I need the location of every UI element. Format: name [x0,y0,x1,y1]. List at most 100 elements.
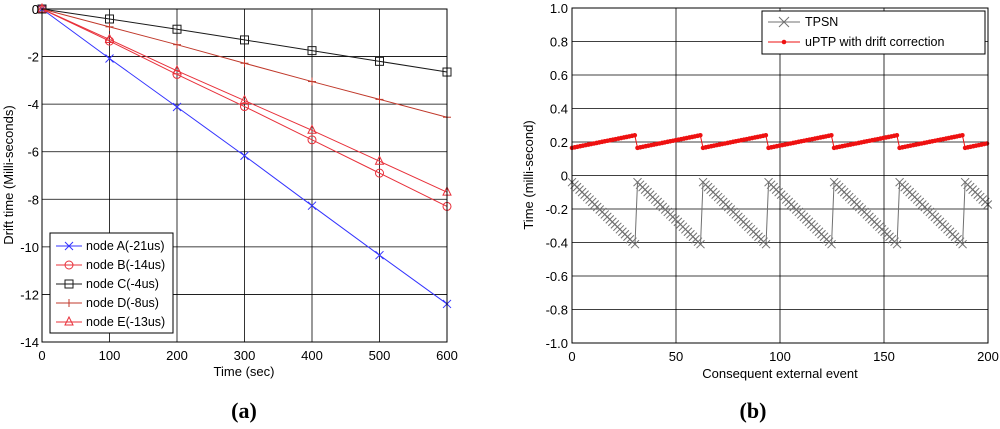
chart-a-ytick-label: -6 [27,145,39,160]
chart-a-series-line [41,8,448,73]
chart-b-series [567,133,993,249]
chart-a-ytick-label: -2 [27,50,39,65]
chart-a-series-line [41,8,448,193]
chart-a-data-point [104,33,115,43]
chart-b-data-point [827,239,836,249]
chart-b-data-point [960,133,965,138]
chart-a-tick-labels: 0 100 200 300 400 500 600 0 -2 -4 -6 -8 -10 -12 -14 [20,2,458,363]
chart-a-data-point [105,54,114,63]
chart-b-axes-box [571,7,989,344]
chart-b-legend: TPSN uPTP with drift correction [761,10,986,55]
chart-b-legend-label: TPSN [805,15,838,29]
chart-a-xtick-label: 200 [166,348,188,363]
chart-a-xtick-label: 100 [99,348,121,363]
chart-b: 0 50 100 150 200 1.0 0.8 0.6 0.4 0.2 0 -0.2 -0.4 -0.6… [521,1,999,423]
chart-a-data-point [375,250,384,260]
chart-a-data-point [105,22,114,31]
chart-b-data-point [761,239,771,249]
chart-b-xtick-label: 150 [873,349,895,364]
chart-a-legend-marker [64,260,74,270]
chart-b-ytick-label: 0.4 [550,102,568,117]
chart-b-ylabel: Time (milli-second) [521,120,536,229]
chart-a-legend-label: node D(-8us) [86,296,159,310]
chart-a-xtick-label: 600 [436,348,458,363]
chart-b-ytick-label: 0.8 [550,35,568,50]
chart-a-data-point [375,95,384,104]
chart-b-ytick-label: -0.6 [546,269,568,284]
chart-a-xlabel: Time (sec) [214,364,275,379]
chart-b-legend-marker [778,16,790,28]
chart-b-ytick-label: -0.8 [546,303,568,318]
chart-a-xtick-label: 0 [38,348,45,363]
chart-a-ytick-label: -8 [27,192,39,207]
chart-a-series-line [41,8,448,207]
chart-a-data-point [374,155,385,165]
chart-a-data-point [240,59,249,68]
chart-a-data-point [308,77,316,86]
chart-b-ytick-label: 1.0 [550,1,568,16]
chart-a-legend-label: node E(-13us) [86,315,165,329]
chart-b-xlabel: Consequent external event [702,366,858,381]
chart-b-xtick-label: 200 [977,349,999,364]
chart-b-ytick-label: -0.4 [546,236,568,251]
chart-a-data-point [173,40,181,49]
chart-a-data-point [172,102,182,112]
chart-a-xtick-label: 500 [369,348,391,363]
panel-label-b: (b) [740,398,767,423]
chart-b-data-point [894,133,900,138]
chart-a-data-point [375,56,384,66]
chart-b-data-point [984,141,990,146]
chart-b-xtick-label: 100 [769,349,791,364]
chart-a-data-point [239,94,250,105]
chart-b-tick-labels: 0 50 100 150 200 1.0 0.8 0.6 0.4 0.2 0 -0.2 -0.4 -0.6… [546,1,999,364]
chart-a-legend-marker [64,315,74,326]
chart-a-legend-marker [64,279,74,289]
chart-b-data-point [829,133,834,138]
chart-a-ytick-label: -12 [20,287,39,302]
chart-a-data-point [307,46,317,56]
chart-b-data-point [696,239,705,249]
chart-b-legend-box [761,10,986,55]
chart-a-data-point [240,102,249,112]
chart-a-data-point [375,168,384,178]
chart-a-data-point [240,151,249,161]
chart-a-ytick-label: -14 [20,335,39,350]
chart-a-legend-marker [65,299,73,307]
chart-a-legend-label: node A(-21us) [86,239,165,253]
chart-b-ytick-label: -0.2 [546,202,568,217]
chart-b-ytick-label: 0 [561,169,568,184]
chart-b-data-point [632,133,638,138]
chart-a-legend-box [49,232,174,334]
chart-b-legend-label: uPTP with drift correction [805,35,944,49]
chart-a: 0 100 200 300 400 500 600 0 -2 -4 -6 -8 -10 -12 -14 Ti… [1,2,458,423]
chart-a-legend-marker [64,241,74,251]
chart-b-ytick-label: -1.0 [546,336,568,351]
chart-b-data-point [892,239,902,249]
chart-a-legend-label: node B(-14us) [86,258,165,272]
chart-a-data-point [240,35,249,45]
chart-b-ytick-label: 0.6 [550,68,568,83]
chart-a-axes-box [41,8,448,343]
chart-b-data-point [630,239,640,249]
chart-a-data-point [307,201,317,211]
chart-a-ytick-label: -4 [27,97,39,112]
panel-label-a: (a) [231,398,257,423]
chart-b-data-point [763,133,769,138]
chart-a-ytick-label: 0 [32,2,39,17]
chart-b-legend-marker [781,39,787,45]
chart-a-data-point [307,124,317,134]
chart-a-xtick-label: 300 [234,348,256,363]
chart-a-data-point [307,135,317,145]
chart-b-xtick-label: 0 [568,349,575,364]
chart-a-data-point [172,64,182,75]
chart-a-xtick-label: 400 [301,348,323,363]
chart-a-data-point [172,24,182,34]
chart-b-xtick-label: 50 [669,349,683,364]
chart-b-data-point [958,239,967,249]
chart-b-data-point [698,133,703,138]
chart-a-legend-label: node C(-4us) [86,277,159,291]
chart-b-ytick-label: 0.2 [550,135,568,150]
chart-b-grid [572,8,988,343]
chart-a-ylabel: Drift time (Milli-seconds) [1,105,16,244]
